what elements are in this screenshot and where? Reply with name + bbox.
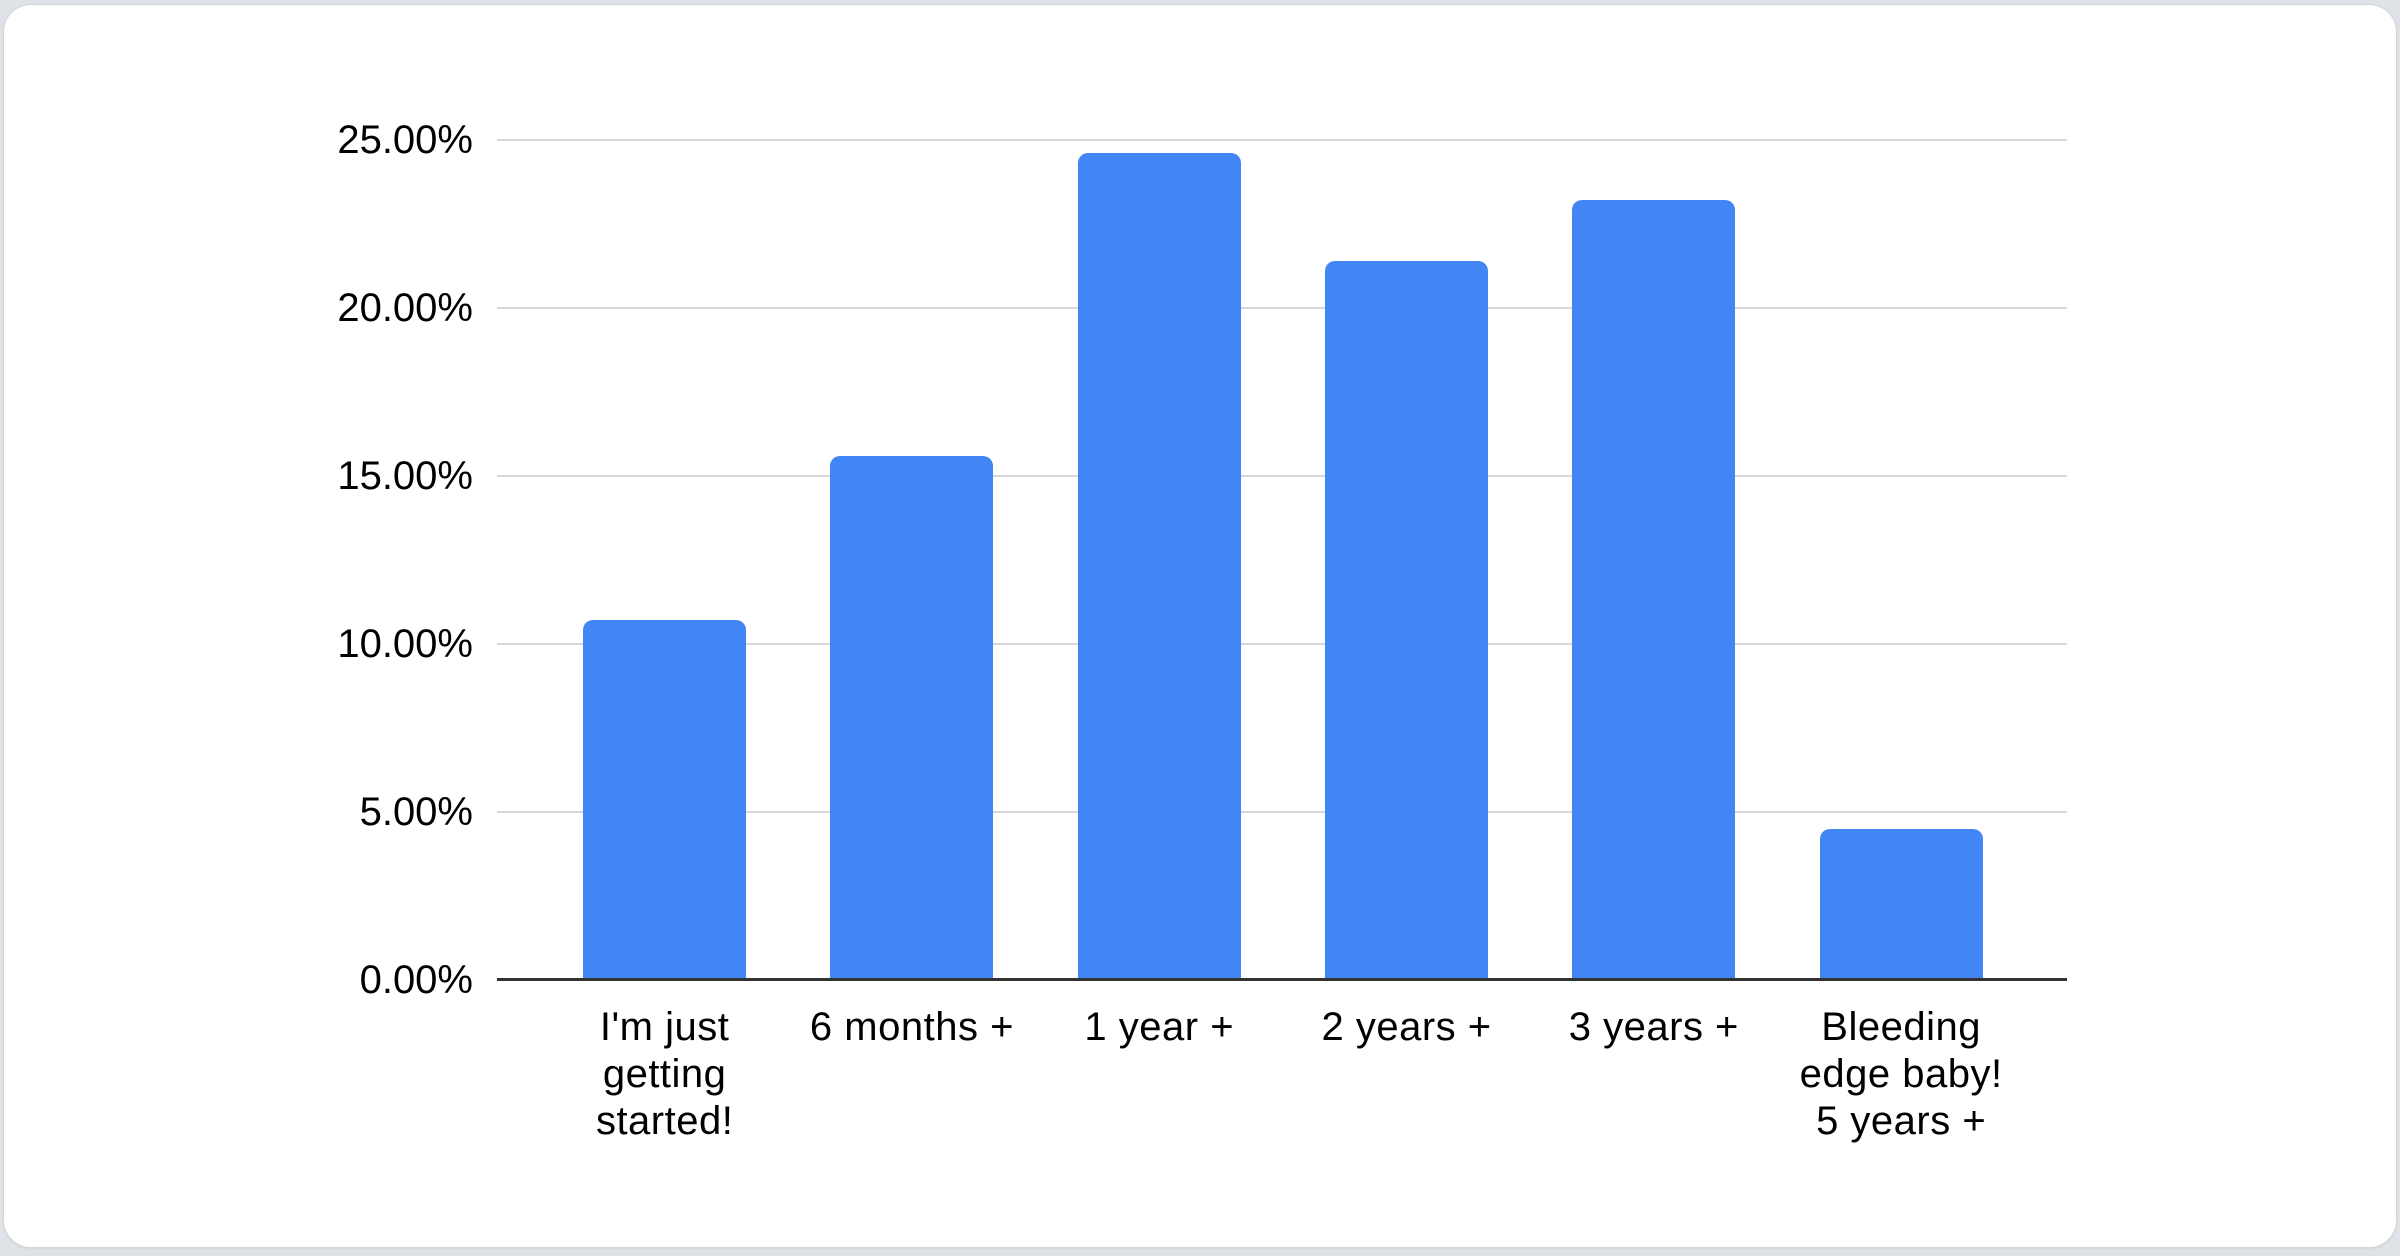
gridline <box>497 811 2067 813</box>
plot-area <box>497 139 2067 981</box>
bar-2 <box>830 455 994 980</box>
x-category-label: I'm just getting started! <box>595 1005 734 1143</box>
bar-4 <box>1325 260 1489 980</box>
y-tick-label: 5.00% <box>359 790 473 834</box>
bar-1 <box>583 620 747 980</box>
gridline <box>497 475 2067 477</box>
gridline <box>497 139 2067 141</box>
y-tick-label: 25.00% <box>337 118 473 162</box>
bar-5 <box>1572 200 1736 980</box>
y-tick-label: 10.00% <box>337 622 473 666</box>
x-category-label: 1 year + <box>1084 1005 1235 1049</box>
bar-3 <box>1077 153 1241 980</box>
y-tick-label: 20.00% <box>337 286 473 330</box>
x-axis-line <box>497 978 2067 981</box>
x-category-label: Bleeding edge baby! 5 years + <box>1799 1005 2003 1143</box>
gridline <box>497 307 2067 309</box>
bar-6 <box>1819 828 1983 980</box>
x-category-label: 3 years + <box>1568 1005 1739 1049</box>
gridline <box>497 643 2067 645</box>
y-tick-label: 15.00% <box>337 454 473 498</box>
x-category-label: 6 months + <box>809 1005 1014 1049</box>
y-tick-label: 0.00% <box>359 958 473 1002</box>
x-category-label: 2 years + <box>1321 1005 1492 1049</box>
